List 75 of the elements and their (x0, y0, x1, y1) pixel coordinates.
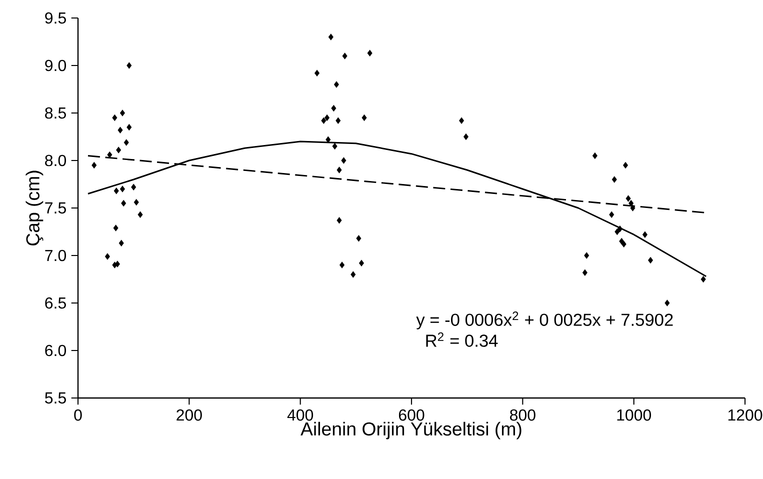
point (592, 152, 598, 159)
point (114, 260, 120, 268)
point (614, 228, 620, 235)
point (648, 257, 653, 264)
x-tick-label: 400 (287, 409, 314, 421)
point (336, 217, 342, 224)
x-tick-label: 800 (510, 409, 536, 421)
point (114, 188, 119, 194)
point (326, 136, 331, 143)
x-tick-label: 0 (74, 409, 82, 421)
point (623, 162, 628, 168)
point (340, 262, 344, 268)
y-tick-label: 5.5 (45, 392, 66, 404)
y-tick-label: 6.5 (45, 297, 66, 309)
point (350, 271, 356, 278)
y-tick-label: 7.0 (45, 250, 66, 262)
point (617, 226, 622, 232)
point (612, 176, 617, 183)
point (332, 143, 338, 150)
point (334, 81, 339, 88)
point (621, 240, 626, 248)
point (341, 157, 346, 164)
point (324, 114, 330, 121)
point (126, 62, 132, 69)
point (362, 114, 367, 121)
point (120, 110, 125, 116)
point (116, 146, 122, 154)
point (356, 235, 362, 242)
point (342, 52, 348, 60)
point (118, 126, 123, 134)
point (314, 70, 320, 76)
point (138, 211, 143, 218)
point (131, 184, 136, 190)
x-axis-title: Ailenin Orijin Yükseltisi (m) (300, 422, 522, 440)
point (118, 240, 124, 246)
point (359, 260, 364, 266)
x-tick-label: 1000 (617, 409, 652, 421)
x-tick-label: 1200 (728, 409, 762, 421)
point (700, 276, 706, 282)
point (331, 105, 336, 112)
y-tick-label: 6.0 (45, 344, 66, 356)
point (630, 204, 636, 212)
point (582, 269, 588, 276)
point (120, 186, 125, 192)
point (112, 114, 118, 121)
point (664, 300, 670, 306)
y-tick-label: 8.5 (45, 107, 66, 119)
point (336, 166, 342, 174)
point (113, 224, 118, 232)
y-tick-label: 9.0 (45, 60, 66, 72)
y-axis-title: Çap (cm) (26, 170, 44, 246)
point (321, 117, 326, 124)
point (134, 199, 139, 206)
point (609, 211, 614, 218)
y-tick-label: 7.5 (45, 202, 66, 214)
y-tick-label: 9.5 (45, 12, 66, 24)
point (459, 117, 464, 124)
x-tick-label: 200 (176, 409, 202, 421)
y-tick-label: 8.0 (45, 154, 66, 166)
x-tick-label: 600 (398, 409, 424, 421)
point (121, 200, 126, 206)
annotation: R$^{2}$ = 0.34 (426, 332, 498, 347)
point (464, 134, 468, 140)
annotation: y = -0 0006x$^{2}$ + 0 0025x + 7.5902 (416, 312, 673, 330)
point (104, 253, 110, 260)
point (642, 231, 648, 238)
point (92, 162, 97, 168)
point (126, 124, 132, 130)
point (626, 195, 631, 202)
point (328, 34, 334, 40)
point (584, 252, 590, 259)
point (367, 50, 372, 56)
point (336, 117, 341, 124)
point (107, 152, 112, 158)
point (124, 139, 129, 146)
